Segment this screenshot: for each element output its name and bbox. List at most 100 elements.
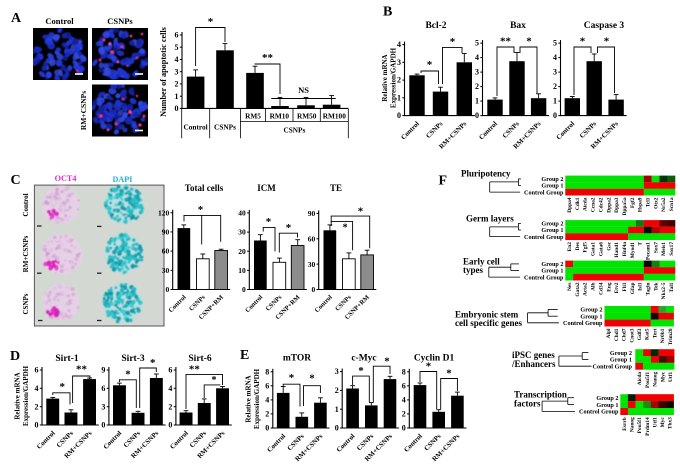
svg-text:3: 3	[475, 68, 479, 77]
svg-text:*: *	[343, 223, 348, 234]
svg-text:Gata1: Gata1	[591, 242, 597, 256]
svg-text:Bcl-2: Bcl-2	[425, 21, 446, 31]
svg-text:*: *	[125, 369, 131, 381]
svg-text:Kat5: Kat5	[645, 328, 651, 340]
svg-text:Dppa5a: Dppa5a	[622, 197, 628, 215]
svg-text:*: *	[580, 36, 586, 48]
svg-text:CSNPs: CSNPs	[22, 293, 30, 314]
svg-text:60: 60	[162, 247, 170, 256]
svg-text:D: D	[10, 349, 20, 364]
svg-text:Dppa4: Dppa4	[567, 197, 573, 213]
svg-text:6: 6	[35, 366, 39, 375]
svg-text:*: *	[358, 206, 364, 218]
svg-text:**: **	[189, 364, 201, 376]
svg-text:Cyclin D1: Cyclin D1	[414, 354, 455, 364]
svg-text:Alpl: Alpl	[606, 328, 612, 338]
svg-text:4: 4	[475, 53, 479, 62]
svg-text:Control Group: Control Group	[579, 409, 619, 416]
svg-text:5: 5	[553, 39, 557, 48]
svg-text:Group 1: Group 1	[541, 227, 563, 234]
svg-text:40: 40	[238, 209, 246, 218]
svg-text:0: 0	[553, 111, 557, 120]
svg-text:4: 4	[168, 384, 172, 393]
svg-text:Pou5f1: Pou5f1	[637, 417, 643, 433]
svg-text:30: 30	[162, 266, 170, 275]
svg-text:Sirt-1: Sirt-1	[55, 354, 78, 364]
svg-text:Control Group: Control Group	[593, 363, 633, 370]
svg-text:1: 1	[175, 92, 179, 101]
svg-text:Ccna2: Ccna2	[591, 197, 597, 212]
svg-text:*: *	[427, 59, 433, 71]
svg-text:Meis1: Meis1	[661, 242, 667, 256]
svg-text:Nanog: Nanog	[653, 372, 659, 387]
svg-text:Gata6: Gata6	[598, 242, 604, 256]
svg-text:Expression/GAPDH: Expression/GAPDH	[389, 47, 397, 108]
svg-text:Nkx2-5: Nkx2-5	[661, 282, 667, 299]
svg-text:0: 0	[311, 285, 315, 294]
svg-text:Myod1: Myod1	[630, 242, 636, 258]
svg-text:Group 2: Group 2	[610, 350, 632, 357]
svg-text:Etv2: Etv2	[614, 282, 620, 293]
svg-text:Number of apoptotic cells: Number of apoptotic cells	[159, 27, 168, 117]
svg-text:Control: Control	[183, 123, 207, 132]
svg-text:Chd1: Chd1	[614, 328, 620, 341]
svg-text:*: *	[212, 375, 217, 386]
svg-text:0: 0	[175, 104, 179, 113]
svg-text:Cd34: Cd34	[598, 282, 604, 295]
svg-text:5: 5	[175, 43, 179, 52]
svg-text:0: 0	[265, 424, 269, 433]
svg-text:Sox7: Sox7	[653, 242, 659, 253]
svg-text:Group 1: Group 1	[596, 402, 618, 409]
svg-text:Embryonic stem: Embryonic stem	[455, 310, 519, 320]
svg-text:Hspa9: Hspa9	[638, 197, 644, 212]
svg-text:6: 6	[402, 381, 406, 390]
svg-text:CSNPs: CSNPs	[107, 16, 133, 26]
svg-text:E: E	[240, 348, 249, 363]
svg-text:2: 2	[397, 76, 401, 85]
svg-text:Tek: Tek	[653, 282, 659, 291]
svg-text:Fgf2: Fgf2	[630, 197, 636, 208]
svg-text:F: F	[439, 174, 448, 189]
svg-text:9: 9	[101, 366, 105, 375]
svg-text:Prdm14: Prdm14	[645, 417, 651, 436]
svg-text:Trim28: Trim28	[668, 328, 674, 345]
svg-text:2: 2	[402, 410, 406, 419]
svg-text:Acta2: Acta2	[583, 282, 589, 296]
svg-text:RM100: RM100	[323, 112, 346, 121]
svg-text:0: 0	[35, 421, 39, 430]
svg-text:Alb: Alb	[591, 282, 597, 290]
svg-text:Relative mRNA: Relative mRNA	[14, 372, 22, 419]
svg-text:Nr0b1: Nr0b1	[660, 328, 666, 343]
svg-text:RM10: RM10	[270, 112, 290, 121]
svg-text:20: 20	[238, 247, 246, 256]
svg-text:8: 8	[402, 367, 406, 376]
svg-text:Aicda: Aicda	[637, 372, 643, 386]
svg-text:Gfap: Gfap	[630, 283, 636, 295]
svg-text:Nes: Nes	[567, 283, 573, 291]
svg-text:Sox17: Sox17	[669, 242, 675, 256]
svg-text:1: 1	[475, 97, 479, 106]
svg-text:*: *	[60, 381, 66, 393]
svg-text:Group 1: Group 1	[610, 357, 632, 364]
svg-text:**: **	[76, 364, 88, 376]
svg-text:2: 2	[553, 82, 557, 91]
svg-text:RM50: RM50	[297, 112, 317, 121]
svg-text:Group 2: Group 2	[541, 221, 563, 228]
svg-text:3: 3	[101, 402, 105, 411]
svg-text:*: *	[266, 216, 272, 228]
svg-text:*: *	[198, 204, 204, 216]
svg-text:Gsc: Gsc	[606, 241, 612, 250]
svg-text:NS: NS	[298, 85, 309, 95]
svg-text:Aicda: Aicda	[583, 197, 589, 211]
svg-text:/Enhancers: /Enhancers	[511, 359, 556, 369]
svg-text:Gdf3: Gdf3	[637, 328, 643, 340]
svg-text:c-Myc: c-Myc	[351, 354, 376, 364]
svg-text:Group 2: Group 2	[580, 307, 602, 314]
svg-text:Expression/GAPDH: Expression/GAPDH	[253, 368, 261, 429]
svg-text:90: 90	[162, 228, 170, 237]
svg-text:CSNPs: CSNPs	[214, 123, 236, 132]
svg-text:4: 4	[402, 396, 406, 405]
svg-text:Myc: Myc	[660, 371, 666, 382]
svg-text:4: 4	[35, 384, 39, 393]
svg-text:B: B	[383, 5, 392, 20]
